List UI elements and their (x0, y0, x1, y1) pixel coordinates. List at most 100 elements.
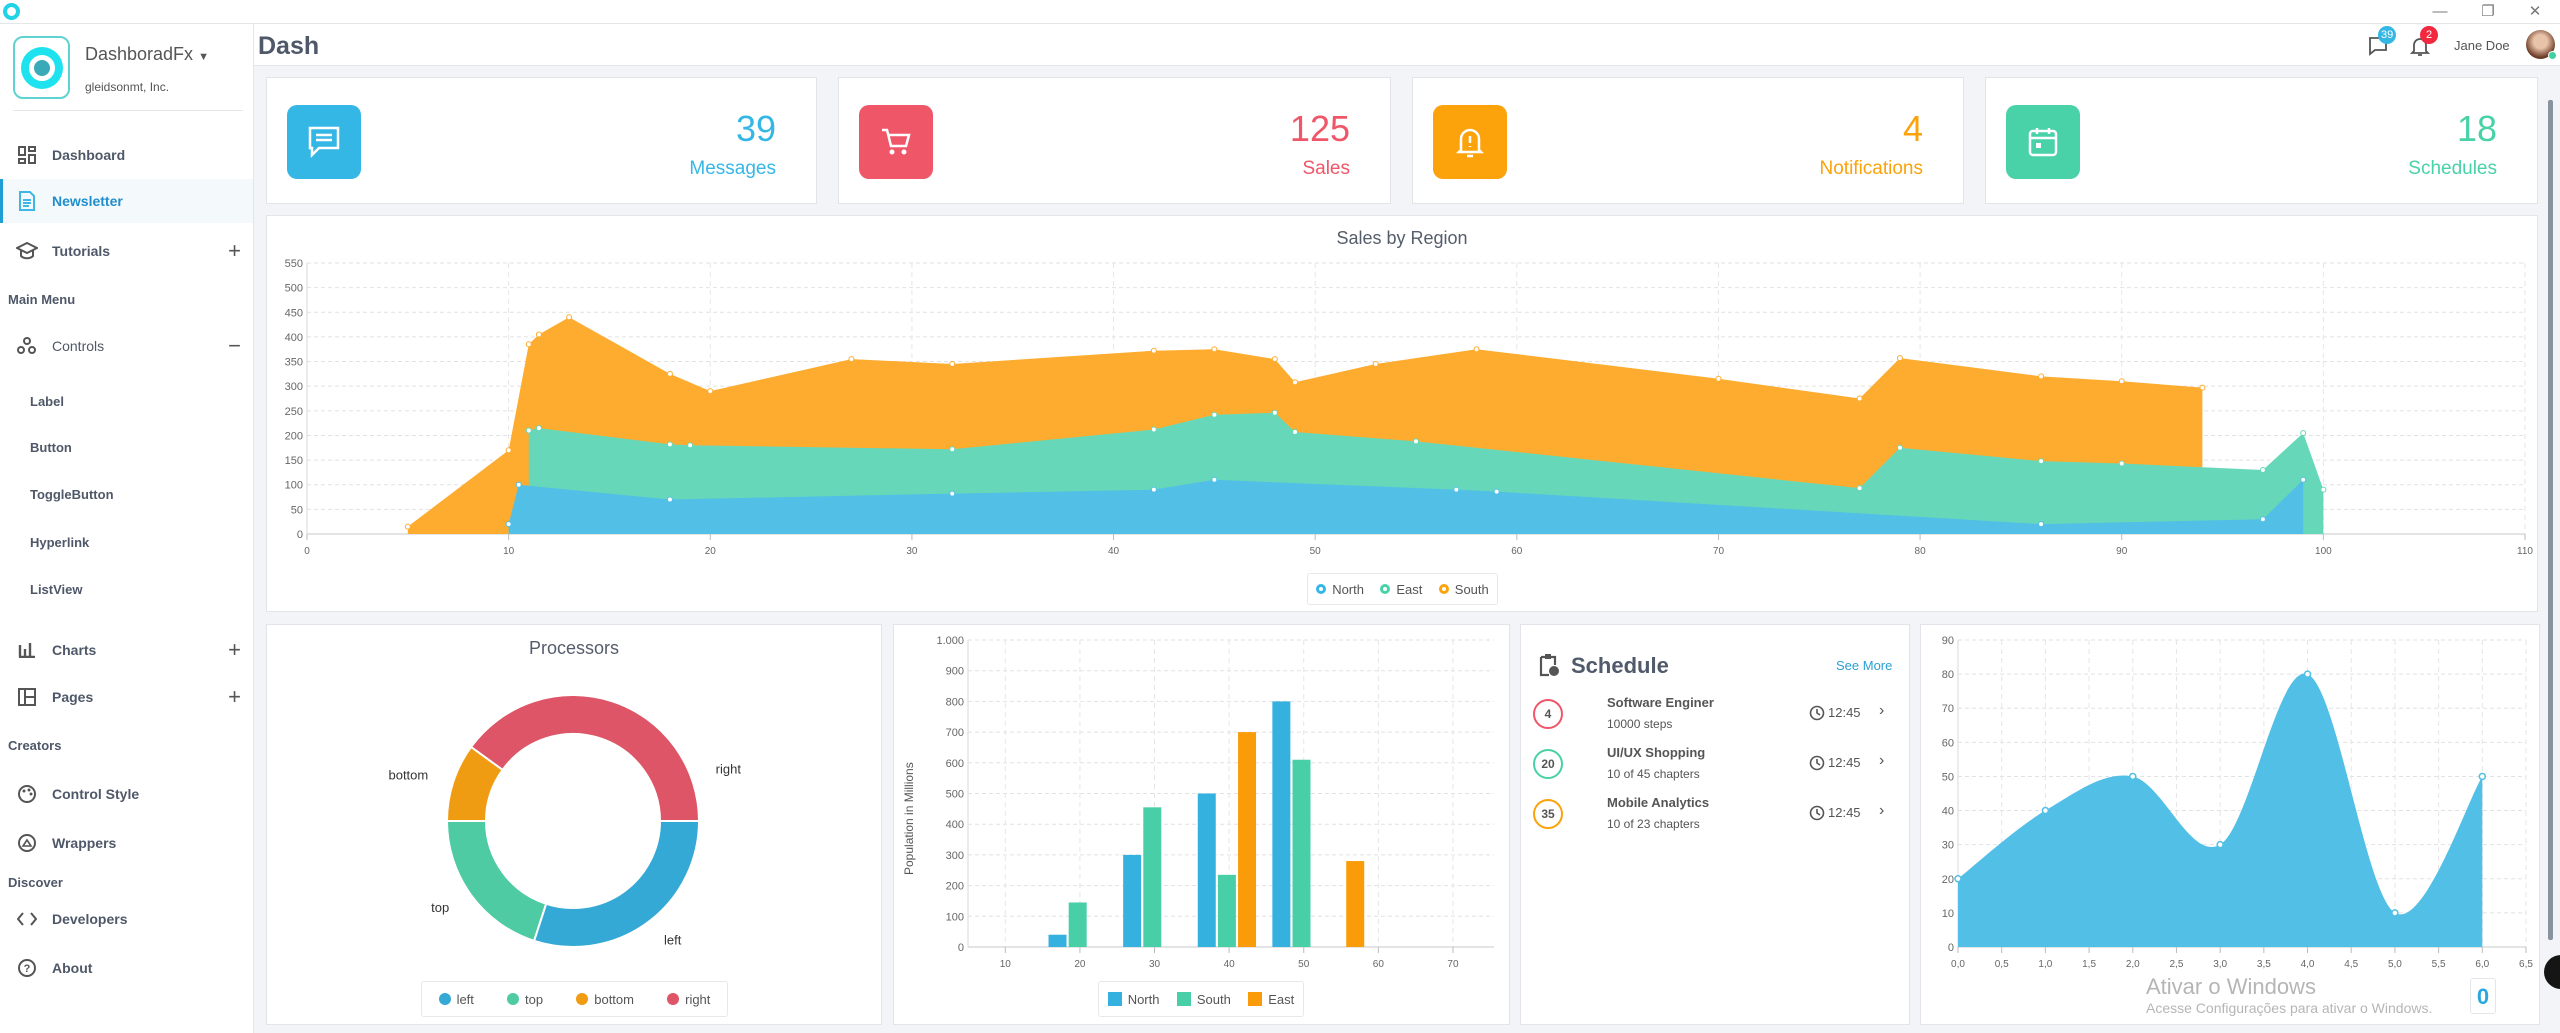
close-button[interactable]: ✕ (2528, 3, 2542, 20)
schedule-count-badge: 35 (1533, 799, 1563, 829)
x-tick-label: 80 (1915, 546, 1927, 557)
counter-box: 0 (2470, 978, 2496, 1014)
sidebar-subitem-togglebutton[interactable]: ToggleButton (30, 487, 114, 502)
stat-card-notifications[interactable]: 4 Notifications (1412, 77, 1964, 204)
schedule-item[interactable]: 20 UI/UX Shopping 10 of 45 chapters 12:4… (1521, 743, 1909, 793)
sidebar-item-dashboard[interactable]: Dashboard (0, 133, 253, 177)
cart-icon (859, 105, 933, 179)
legend-marker-icon (1438, 584, 1449, 594)
stat-label: Sales (1302, 158, 1350, 179)
activation-watermark-title: Ativar o Windows (2146, 974, 2316, 999)
data-point (566, 314, 573, 321)
brand-logo[interactable] (13, 36, 70, 99)
stat-card-messages[interactable]: 39 Messages (266, 77, 817, 204)
online-status-dot (2548, 51, 2557, 60)
section-creators: Creators (8, 738, 62, 753)
brand-switcher[interactable]: DashboradFx ▼ (85, 44, 209, 65)
sidebar-item-charts[interactable]: Charts + (0, 628, 253, 672)
data-point (505, 447, 512, 454)
floating-toggle-button[interactable] (2544, 955, 2560, 989)
x-tick-label: 0 (304, 546, 310, 557)
data-point (1896, 355, 1903, 362)
chevron-right-icon[interactable]: › (1879, 752, 1885, 769)
legend-right[interactable]: right (667, 992, 710, 1007)
y-tick-label: 100 (285, 480, 303, 492)
data-point (2038, 521, 2045, 528)
legend-marker-icon (576, 993, 589, 1005)
avatar[interactable] (2526, 30, 2557, 60)
data-point (505, 521, 512, 528)
section-discover: Discover (8, 875, 63, 890)
caret-down-icon: ▼ (198, 51, 209, 63)
legend-south[interactable]: South (1438, 582, 1489, 597)
see-more-link[interactable]: See More (1836, 658, 1893, 673)
sidebar-subitem-hyperlink[interactable]: Hyperlink (30, 535, 90, 550)
data-point (1211, 476, 1218, 483)
data-point (1715, 375, 1722, 382)
sidebar-item-wrappers[interactable]: Wrappers (0, 821, 253, 865)
collapse-icon[interactable]: − (228, 333, 241, 358)
chevron-right-icon[interactable]: › (1879, 702, 1885, 719)
legend-north[interactable]: North (1107, 992, 1159, 1007)
sidebar-subitem-listview[interactable]: ListView (30, 582, 83, 597)
restore-button[interactable]: ❐ (2481, 3, 2495, 20)
y-tick-label: 300 (285, 381, 303, 393)
bell-alert-icon (1433, 105, 1507, 179)
sales-legend: North East South (1307, 573, 1498, 605)
notifications-badge: 2 (2420, 26, 2438, 44)
schedule-count-badge: 4 (1533, 699, 1563, 729)
expand-icon[interactable]: + (228, 637, 241, 662)
sidebar-item-label: Charts (52, 642, 97, 658)
scrollbar[interactable] (2548, 100, 2553, 940)
legend-north[interactable]: North (1316, 582, 1364, 597)
area-series-north (508, 479, 2304, 534)
sidebar-item-controls[interactable]: Controls − (0, 324, 253, 368)
y-tick-label: 550 (285, 258, 303, 270)
notifications-button[interactable]: 2 (2409, 26, 2438, 61)
data-point (2118, 378, 2125, 385)
legend-south[interactable]: South (1176, 992, 1231, 1007)
brand-name: DashboradFx (85, 44, 194, 64)
user-name[interactable]: Jane Doe (2454, 38, 2510, 53)
data-point (535, 425, 542, 432)
legend-label: top (525, 991, 544, 1007)
y-tick-label: 350 (285, 357, 303, 369)
stat-card-sales[interactable]: 125 Sales (838, 77, 1391, 204)
sidebar-item-newsletter[interactable]: Newsletter (0, 179, 253, 223)
y-tick-label: 500 (285, 283, 303, 295)
sidebar-item-tutorials[interactable]: Tutorials + (0, 229, 253, 273)
legend-left[interactable]: left (438, 992, 474, 1007)
x-tick-label: 10 (503, 546, 515, 557)
schedule-item[interactable]: 35 Mobile Analytics 10 of 23 chapters 12… (1521, 793, 1909, 843)
legend-east[interactable]: East (1248, 992, 1294, 1007)
schedule-item[interactable]: 4 Software Enginer 10000 steps 12:45 › (1521, 693, 1909, 743)
sidebar-item-control-style[interactable]: Control Style (0, 772, 253, 816)
schedule-item-title: UI/UX Shopping (1607, 745, 1706, 760)
expand-icon[interactable]: + (228, 238, 241, 263)
sidebar-item-label: Controls (52, 338, 105, 354)
messages-button[interactable]: 39 (2368, 26, 2397, 61)
messages-badge: 39 (2378, 26, 2397, 44)
sidebar-subitem-button[interactable]: Button (30, 440, 72, 455)
app-icon (3, 3, 20, 20)
data-point (2199, 384, 2206, 391)
minimize-button[interactable]: — (2432, 3, 2448, 20)
palette-icon (16, 783, 38, 805)
expand-icon[interactable]: + (228, 684, 241, 709)
legend-bottom[interactable]: bottom (576, 992, 634, 1007)
sidebar-item-developers[interactable]: Developers (0, 897, 253, 941)
stat-label: Schedules (2408, 158, 2497, 179)
stat-card-schedules[interactable]: 18 Schedules (1985, 77, 2538, 204)
pages-icon (16, 686, 38, 708)
sidebar-item-about[interactable]: ? About (0, 946, 253, 990)
sidebar-item-pages[interactable]: Pages + (0, 675, 253, 719)
stat-value: 4 (1902, 108, 1923, 149)
data-point (848, 356, 855, 363)
sidebar: DashboradFx ▼ gleidsonmt, Inc. Dashboard… (0, 24, 254, 1033)
sidebar-subitem-label[interactable]: Label (30, 394, 64, 409)
chevron-right-icon[interactable]: › (1879, 802, 1885, 819)
legend-east[interactable]: East (1380, 582, 1422, 597)
legend-label: East (1268, 991, 1295, 1007)
stat-value: 18 (2456, 108, 2497, 149)
legend-top[interactable]: top (507, 992, 543, 1007)
